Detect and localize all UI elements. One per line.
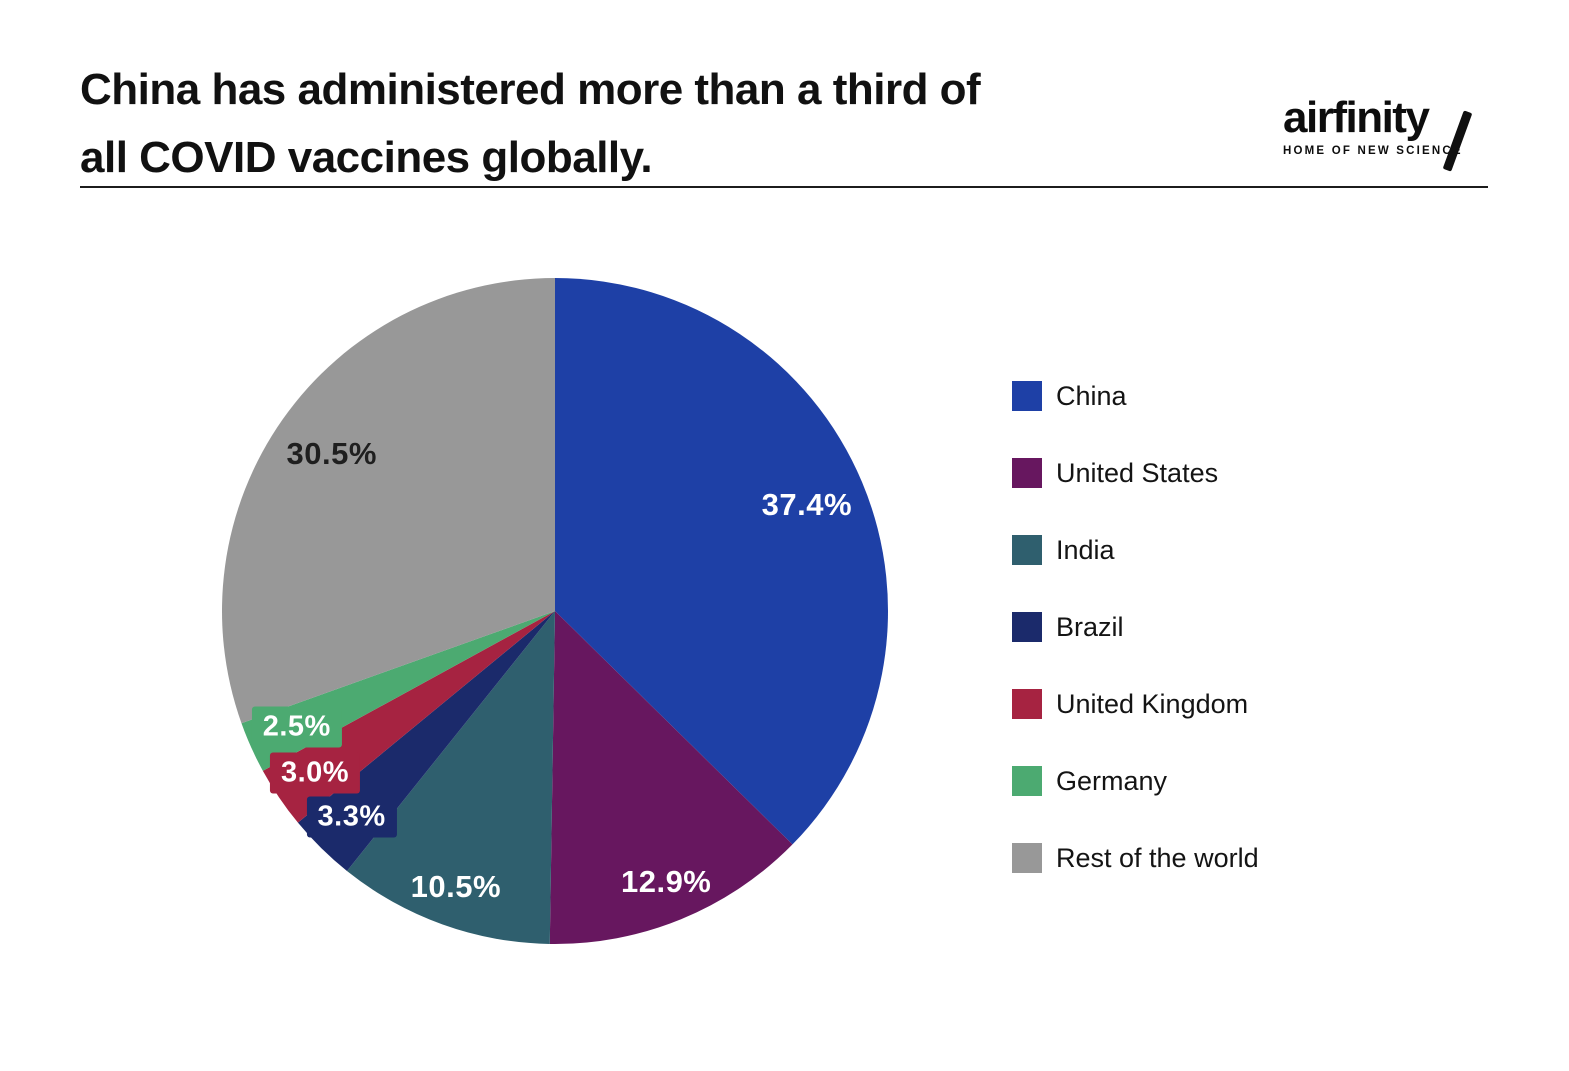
pie-slice-rest-of-the-world: [221, 278, 556, 724]
pie-label-rest-of-the-world: 30.5%: [286, 435, 377, 471]
pie-label-germany: 2.5%: [251, 706, 342, 748]
page-title: China has administered more than a third…: [80, 56, 981, 192]
legend-swatch-rest-of-the-world: [1012, 843, 1042, 873]
legend-swatch-china: [1012, 381, 1042, 411]
legend-label-germany: Germany: [1056, 766, 1168, 796]
legend-label-india: India: [1056, 535, 1115, 565]
legend-label-rest-of-the-world: Rest of the world: [1056, 843, 1259, 873]
legend-item-united-kingdom: United Kingdom: [1012, 689, 1259, 719]
header-divider: [80, 186, 1488, 188]
legend: China United States India Brazil United King…: [1012, 381, 1259, 920]
pie-label-brazil: 3.3%: [306, 796, 397, 838]
airfinity-logo: airfinity HOME OF NEW SCIENCE: [1283, 93, 1493, 158]
legend-item-united-states: United States: [1012, 458, 1259, 488]
legend-item-germany: Germany: [1012, 766, 1259, 796]
pie-label-china: 37.4%: [761, 487, 853, 523]
legend-label-united-states: United States: [1056, 458, 1219, 488]
pie-label-india: 10.5%: [410, 868, 502, 904]
pie-slice-united-states: [549, 611, 793, 945]
airfinity-logo-wordmark: airfinity: [1283, 93, 1430, 142]
pie-label-united-kingdom: 3.0%: [269, 752, 361, 794]
legend-item-china: China: [1012, 381, 1259, 411]
page-title-line2: all COVID vaccines globally.: [80, 133, 653, 182]
page-title-line1: China has administered more than a third…: [80, 65, 981, 114]
legend-swatch-india: [1012, 535, 1042, 565]
legend-label-china: China: [1056, 381, 1127, 411]
legend-item-rest-of-the-world: Rest of the world: [1012, 843, 1259, 873]
legend-item-brazil: Brazil: [1012, 612, 1259, 642]
legend-swatch-united-states: [1012, 458, 1042, 488]
airfinity-logo-tagline: HOME OF NEW SCIENCE: [1283, 145, 1463, 157]
legend-label-brazil: Brazil: [1056, 612, 1124, 642]
legend-swatch-united-kingdom: [1012, 689, 1042, 719]
legend-label-united-kingdom: United Kingdom: [1056, 689, 1249, 719]
pie-slice-china: [555, 278, 889, 845]
legend-swatch-germany: [1012, 766, 1042, 796]
pie-chart-svg: [221, 278, 889, 945]
pie-slice-india: [346, 611, 555, 944]
pie-chart: 37.4% 12.9% 10.5% 3.3% 3.0% 2.5% 30.5%: [205, 261, 905, 961]
legend-swatch-brazil: [1012, 612, 1042, 642]
legend-item-india: India: [1012, 535, 1259, 565]
pie-label-united-states: 12.9%: [620, 864, 712, 900]
